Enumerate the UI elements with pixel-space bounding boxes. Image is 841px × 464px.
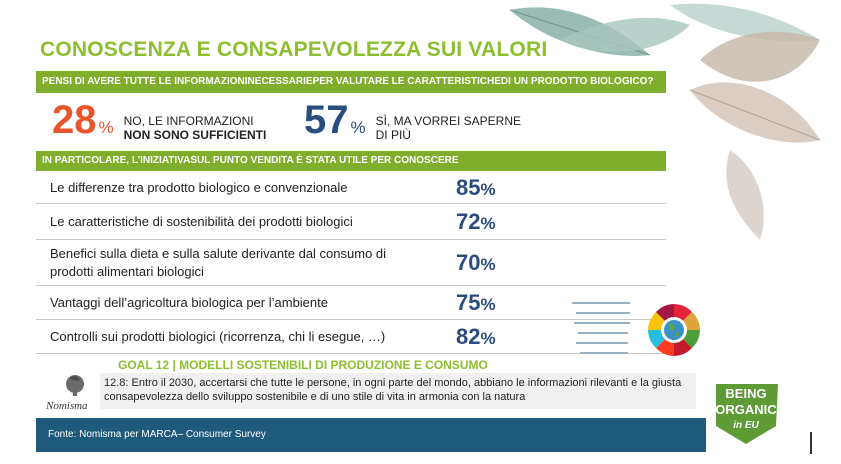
source-footer: Fonte: Nomisma per MARCA– Consumer Surve… (36, 418, 706, 452)
stat-line1: NO, LE INFORMAZIONI (123, 114, 254, 128)
list-item: Controlli sui prodotti biologici (ricorr… (36, 320, 666, 354)
item-label: Vantaggi dell’agricoltura biologica per … (50, 294, 328, 310)
item-label: Controlli sui prodotti biologici (ricorr… (50, 328, 386, 344)
stat-unit: % (98, 118, 114, 137)
goal-title: GOAL 12 | MODELLI SOSTENIBILI DI PRODUZI… (118, 358, 488, 372)
divider (810, 432, 812, 454)
leaves-illustration (509, 3, 821, 240)
sdg-wheel-icon (572, 302, 700, 356)
item-value: 75% (456, 289, 496, 315)
goal-text: 12.8: Entro il 2030, accertarsi che tutt… (100, 373, 696, 409)
stat-unit: % (350, 118, 366, 137)
item-value: 85% (456, 174, 496, 200)
question-bar: PENSI DI AVERE TUTTE LE INFORMAZIONINECE… (36, 71, 666, 93)
list-item: Le differenze tra prodotto biologico e c… (36, 172, 666, 204)
usefulness-list: Le differenze tra prodotto biologico e c… (36, 172, 666, 354)
stat-value: 57 (304, 98, 349, 142)
stat-want-more: 57 % SÌ, MA VORREI SAPERNE DI PIÙ (304, 100, 521, 142)
stat-line1: SÌ, MA VORREI SAPERNE (375, 114, 521, 128)
nomisma-logo (66, 375, 84, 396)
item-label: Benefici sulla dieta e sulla salute deri… (50, 245, 387, 279)
svg-text:ORGANIC: ORGANIC (715, 402, 777, 417)
stat-line2: NON SONO SUFFICIENTI (123, 128, 267, 142)
item-value: 72% (456, 208, 496, 234)
stat-not-sufficient: 28 % NO, LE INFORMAZIONI NON SONO SUFFIC… (52, 100, 266, 142)
item-value: 82% (456, 323, 496, 349)
stat-line2: DI PIÙ (375, 128, 411, 142)
page-title: CONOSCENZA E CONSAPEVOLEZZA SUI VALORI (40, 38, 548, 61)
list-item: Vantaggi dell’agricoltura biologica per … (36, 286, 666, 320)
stat-text: NO, LE INFORMAZIONI NON SONO SUFFICIENTI (124, 114, 267, 142)
svg-text:BEING: BEING (725, 386, 766, 401)
stat-text: SÌ, MA VORREI SAPERNE DI PIÙ (376, 114, 521, 142)
item-label: Le caratteristiche di sostenibilità dei … (50, 213, 353, 229)
nomisma-wordmark: Nomisma (46, 400, 88, 412)
being-organic-logo: BEING ORGANIC in EU (715, 384, 778, 444)
list-item: Le caratteristiche di sostenibilità dei … (36, 204, 666, 240)
stat-value: 28 (52, 98, 97, 142)
section-subtitle-bar: IN PARTICOLARE, L’INIZIATIVASUL PUNTO VE… (36, 151, 666, 171)
svg-text:in EU: in EU (733, 420, 759, 431)
item-value: 70% (456, 249, 496, 275)
item-label: Le differenze tra prodotto biologico e c… (50, 179, 348, 195)
list-item: Benefici sulla dieta e sulla salute deri… (36, 240, 666, 286)
